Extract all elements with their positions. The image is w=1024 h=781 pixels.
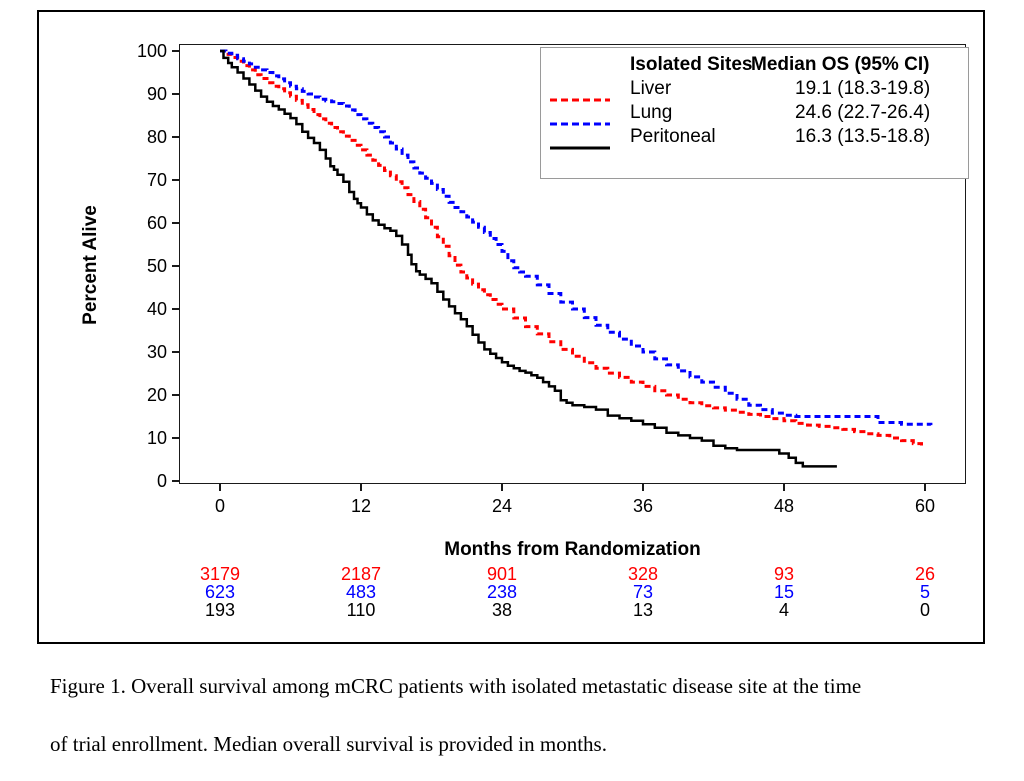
legend-header-sites: Isolated Sites: [630, 54, 753, 75]
x-tick-mark: [783, 484, 785, 491]
at-risk-count: 38: [491, 600, 513, 620]
legend-box: Isolated Sites Median OS (95% CI) Liver 1…: [540, 47, 969, 179]
y-tick-mark: [172, 437, 179, 439]
at-risk-count: 0: [919, 600, 930, 620]
at-risk-count: 4: [778, 600, 789, 620]
caption-line-2: of trial enrollment. Median overall surv…: [50, 732, 607, 756]
at-risk-count: 901: [486, 564, 518, 584]
x-tick-mark: [360, 484, 362, 491]
y-tick-mark: [172, 394, 179, 396]
at-risk-count: 193: [204, 600, 236, 620]
y-tick-mark: [172, 136, 179, 138]
plot-area: [179, 44, 966, 484]
legend-row-liver: Liver 19.1 (18.3-19.8): [541, 78, 968, 102]
x-tick-mark: [219, 484, 221, 491]
legend-row-peritoneal: Peritoneal 16.3 (13.5-18.8): [541, 126, 968, 150]
at-risk-count: 13: [632, 600, 654, 620]
y-tick-mark: [172, 308, 179, 310]
x-tick-mark: [924, 484, 926, 491]
y-tick-label: 10: [146, 428, 167, 448]
x-tick-mark: [501, 484, 503, 491]
x-tick-label: 12: [350, 496, 372, 516]
at-risk-count: 623: [204, 582, 236, 602]
y-tick-mark: [172, 222, 179, 224]
at-risk-count: 5: [919, 582, 930, 602]
y-tick-mark: [172, 93, 179, 95]
y-tick-mark: [172, 179, 179, 181]
legend-group-label: Lung: [630, 102, 673, 123]
legend-median-os-value: 24.6 (22.7-26.4): [795, 102, 931, 123]
x-axis-title: Months from Randomization: [444, 539, 701, 560]
y-tick-label: 0: [156, 471, 167, 491]
at-risk-count: 93: [773, 564, 795, 584]
legend-group-label: Peritoneal: [630, 126, 716, 147]
x-tick-label: 0: [214, 496, 225, 516]
y-tick-label: 70: [146, 170, 167, 190]
legend-line-sample-liver-icon: [550, 87, 610, 109]
legend-row-lung: Lung 24.6 (22.7-26.4): [541, 102, 968, 126]
x-tick-label: 48: [773, 496, 795, 516]
at-risk-count: 73: [632, 582, 654, 602]
legend-header-median-os: Median OS (95% CI): [751, 54, 930, 75]
survival-curve-peritoneal: [220, 49, 837, 468]
y-tick-mark: [172, 351, 179, 353]
y-tick-label: 20: [146, 385, 167, 405]
y-tick-label: 100: [136, 41, 167, 61]
legend-median-os-value: 19.1 (18.3-19.8): [795, 78, 931, 99]
caption-line-1: Figure 1. Overall survival among mCRC pa…: [50, 674, 862, 698]
y-tick-label: 80: [146, 127, 167, 147]
legend-line-sample-peritoneal-icon: [550, 135, 610, 157]
at-risk-count: 110: [346, 600, 376, 620]
legend-line-sample-lung-icon: [550, 111, 610, 133]
legend-median-os-value: 16.3 (13.5-18.8): [795, 126, 931, 147]
y-tick-label: 40: [146, 299, 167, 319]
y-tick-mark: [172, 480, 179, 482]
figure-caption: Figure 1. Overall survival among mCRC pa…: [50, 674, 990, 757]
x-tick-label: 24: [491, 496, 513, 516]
y-tick-label: 50: [146, 256, 167, 276]
legend-group-label: Liver: [630, 78, 672, 99]
y-tick-label: 90: [146, 84, 167, 104]
survival-curve-lung: [220, 49, 933, 426]
survival-figure-box: Percent Alive 0 10 20 30 40 50 60 70 80 90 100 0 12…: [37, 10, 985, 644]
y-tick-mark: [172, 265, 179, 267]
survival-curve-liver: [220, 49, 923, 446]
y-tick-label: 30: [146, 342, 167, 362]
at-risk-count: 2187: [340, 564, 382, 584]
x-tick-label: 36: [632, 496, 654, 516]
y-tick-mark: [172, 50, 179, 52]
at-risk-count: 483: [345, 582, 377, 602]
x-tick-label: 60: [914, 496, 936, 516]
at-risk-count: 3179: [199, 564, 241, 584]
at-risk-count: 15: [773, 582, 795, 602]
y-tick-label: 60: [146, 213, 167, 233]
at-risk-count: 238: [486, 582, 518, 602]
at-risk-count: 26: [914, 564, 936, 584]
at-risk-count: 328: [627, 564, 659, 584]
x-tick-mark: [642, 484, 644, 491]
km-curves-svg: [220, 49, 933, 468]
